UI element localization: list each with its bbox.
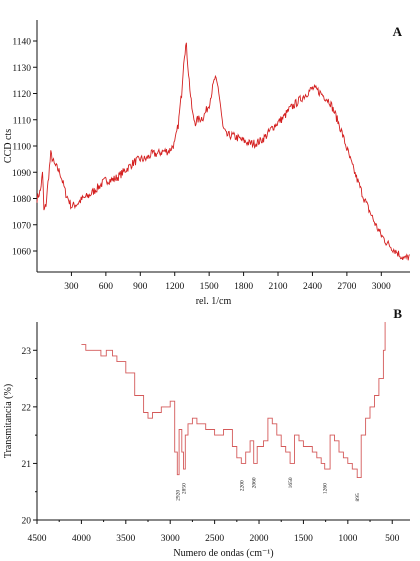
ftir-spectrum-line <box>81 322 386 479</box>
raman-spectrum-line <box>36 42 410 261</box>
y-axis-label: CCD cts <box>3 129 14 163</box>
panel-label: B <box>393 306 402 321</box>
y-tick-label: 1070 <box>12 221 31 231</box>
y-tick-label: 1130 <box>12 64 31 74</box>
y-tick-label: 21 <box>22 460 32 470</box>
y-axis-label: Transmitancia (%) <box>3 384 14 458</box>
y-tick-label: 1100 <box>12 143 31 153</box>
peak-annotation: 2850 <box>182 483 188 494</box>
x-tick-label: 2500 <box>205 534 224 544</box>
x-tick-label: 4500 <box>28 534 47 544</box>
x-tick-label: 1500 <box>294 534 313 544</box>
y-tick-label: 1120 <box>12 90 31 100</box>
x-tick-label: 2100 <box>269 282 288 292</box>
peak-annotation: 2920 <box>175 490 181 501</box>
peak-annotation: 1650 <box>288 477 294 488</box>
x-tick-label: 3000 <box>372 282 391 292</box>
x-tick-label: 2400 <box>303 282 322 292</box>
x-tick-label: 1500 <box>200 282 219 292</box>
x-tick-label: 900 <box>133 282 148 292</box>
x-tick-label: 1000 <box>338 534 357 544</box>
y-tick-label: 1110 <box>13 116 32 126</box>
x-tick-label: 500 <box>385 534 400 544</box>
peak-annotation: 895 <box>355 493 361 502</box>
panel-label: A <box>393 24 403 39</box>
y-tick-label: 20 <box>22 517 32 527</box>
x-tick-label: 300 <box>64 282 79 292</box>
panel-b: 4500 4000 3500 3000 2500 2000 1500 1000 500 20 21 2… <box>3 306 410 559</box>
y-tick-label: 1060 <box>12 248 31 258</box>
x-axis-label: Numero de ondas (cm⁻¹) <box>173 548 273 559</box>
y-tick-label: 1140 <box>12 38 31 48</box>
y-tick-label: 1080 <box>12 195 31 205</box>
x-tick-label: 3000 <box>161 534 180 544</box>
x-tick-label: 4000 <box>72 534 91 544</box>
x-axis-label: rel. 1/cm <box>196 296 232 307</box>
y-tick-label: 23 <box>22 347 32 357</box>
x-tick-label: 1800 <box>234 282 253 292</box>
peak-annotation: 2060 <box>252 477 258 488</box>
x-tick-label: 2700 <box>337 282 356 292</box>
x-tick-label: 2000 <box>250 534 269 544</box>
x-tick-label: 3500 <box>116 534 135 544</box>
x-tick-label: 1200 <box>165 282 184 292</box>
x-tick-label: 600 <box>99 282 114 292</box>
panel-a: 300 600 900 1200 1500 1800 2100 2400 2700 3000 106… <box>3 20 410 307</box>
y-tick-label: 22 <box>22 403 32 413</box>
peak-annotation: 2200 <box>239 480 245 491</box>
y-tick-label: 1090 <box>12 169 31 179</box>
peak-annotation: 1260 <box>323 483 329 494</box>
